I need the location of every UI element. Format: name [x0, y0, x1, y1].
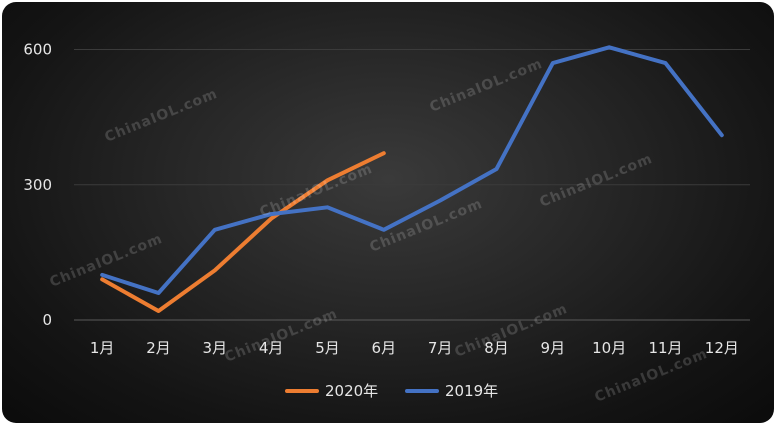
series-line: [100, 151, 386, 313]
watermark-text: ChinaIOL.com: [368, 196, 486, 256]
x-tick-label: 2月: [146, 339, 171, 357]
y-tick-label: 300: [23, 176, 52, 194]
watermark-text: ChinaIOL.com: [538, 151, 656, 211]
x-axis-ticks: 1月 2月 3月 4月 5月 6月 7月 8月 9月 10月 11月 12月: [90, 339, 739, 357]
x-tick-label: 10月: [592, 339, 626, 357]
legend-label: 2019年: [445, 382, 498, 400]
x-tick-label: 6月: [372, 339, 397, 357]
x-tick-label: 8月: [484, 339, 509, 357]
x-tick-label: 1月: [90, 339, 115, 357]
x-tick-label: 3月: [203, 339, 228, 357]
x-tick-label: 5月: [315, 339, 340, 357]
watermark-text: ChinaIOL.com: [258, 161, 376, 221]
y-tick-label: 600: [23, 41, 52, 59]
watermark-text: ChinaIOL.com: [103, 86, 221, 146]
y-tick-label: 0: [42, 311, 52, 329]
x-tick-label: 7月: [428, 339, 453, 357]
gridlines: [74, 49, 750, 321]
x-tick-label: 11月: [648, 339, 682, 357]
legend: 2020年 2019年: [285, 382, 498, 400]
y-axis-ticks: 0 300 600: [23, 41, 52, 329]
series-lines: [100, 45, 724, 313]
x-tick-label: 4月: [259, 339, 284, 357]
x-tick-label: 9月: [541, 339, 566, 357]
x-tick-label: 12月: [705, 339, 739, 357]
series-line: [100, 45, 724, 295]
legend-label: 2020年: [325, 382, 378, 400]
